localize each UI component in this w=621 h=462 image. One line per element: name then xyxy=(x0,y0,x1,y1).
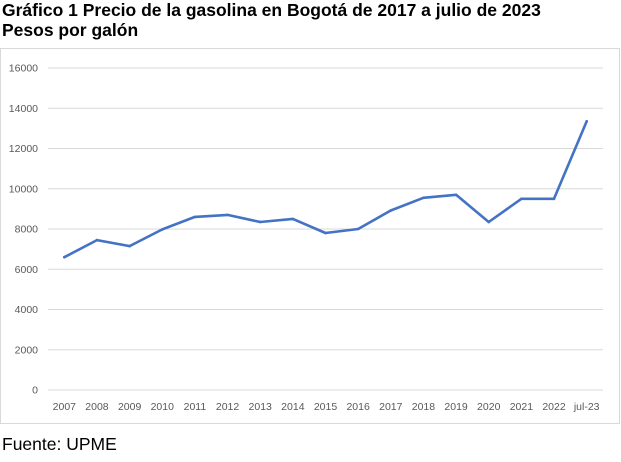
data-point xyxy=(422,196,425,200)
x-tick-label: 2022 xyxy=(542,401,566,413)
data-point xyxy=(356,227,360,231)
y-tick-label: 6000 xyxy=(15,264,39,276)
x-tick-label: 2015 xyxy=(314,401,338,413)
y-tick-label: 10000 xyxy=(9,183,38,195)
data-point xyxy=(454,193,458,197)
source-note: Fuente: UPME xyxy=(2,434,117,454)
data-point xyxy=(520,197,523,201)
data-point xyxy=(160,228,164,231)
data-point xyxy=(95,238,99,242)
x-tick-label: 2020 xyxy=(477,401,501,413)
data-point xyxy=(128,244,131,248)
data-point xyxy=(324,231,327,235)
data-point xyxy=(258,220,262,224)
chart-area xyxy=(0,48,620,424)
data-point xyxy=(552,197,556,201)
x-tick-label: 2016 xyxy=(346,401,370,413)
x-tick-label: 2013 xyxy=(249,401,273,413)
x-tick-label: 2018 xyxy=(412,401,436,413)
chart-subtitle: Pesos por galón xyxy=(2,20,139,40)
data-point xyxy=(63,255,66,259)
y-tick-label: 8000 xyxy=(15,224,39,236)
x-tick-label: 2007 xyxy=(53,401,77,413)
chart-title: Gráfico 1 Precio de la gasolina en Bogot… xyxy=(2,0,541,40)
y-tick-label: 4000 xyxy=(15,304,39,316)
y-tick-label: 12000 xyxy=(9,143,38,155)
x-tick-label: 2021 xyxy=(510,401,534,413)
x-tick-label: 2011 xyxy=(184,401,207,413)
x-tick-label: 2010 xyxy=(151,401,175,413)
x-tick-label: 2012 xyxy=(216,401,240,413)
y-tick-label: 14000 xyxy=(9,103,38,115)
x-tick-label: jul-23 xyxy=(573,401,600,413)
chart-title-line: Gráfico 1 Precio de la gasolina en Bogot… xyxy=(2,0,541,20)
x-tick-label: 2017 xyxy=(379,401,403,413)
data-point xyxy=(193,215,197,219)
data-point xyxy=(487,220,491,224)
data-point xyxy=(226,213,229,217)
data-point xyxy=(585,120,588,123)
x-tick-label: 2019 xyxy=(444,401,468,413)
y-tick-label: 16000 xyxy=(9,63,38,75)
x-tick-label: 2008 xyxy=(85,401,109,413)
y-tick-label: 2000 xyxy=(15,344,39,356)
x-tick-label: 2014 xyxy=(281,401,305,413)
data-point xyxy=(389,209,393,212)
y-tick-label: 0 xyxy=(32,385,38,397)
x-tick-label: 2009 xyxy=(118,401,142,413)
data-point xyxy=(291,217,295,221)
